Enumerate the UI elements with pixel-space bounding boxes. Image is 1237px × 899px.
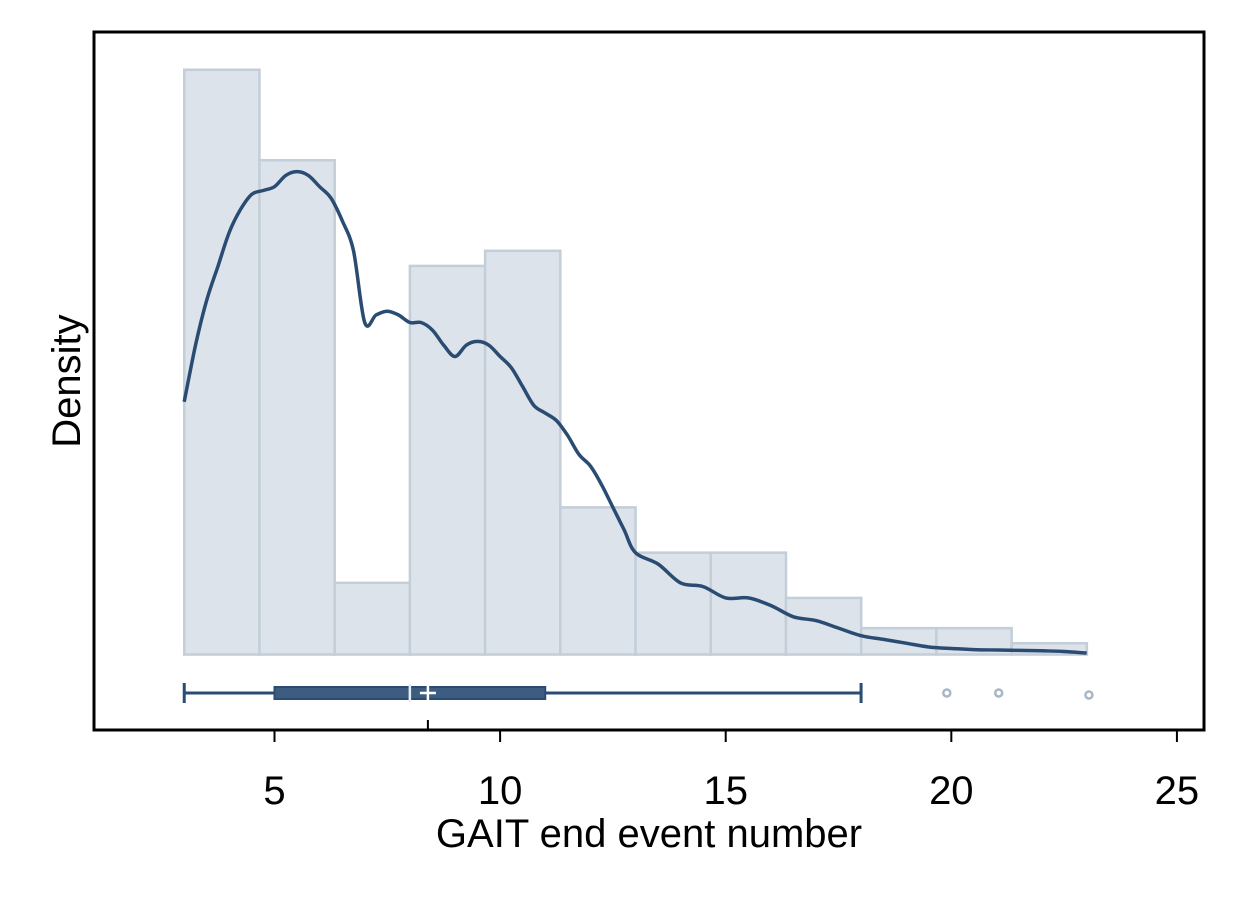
histogram-bar: [634, 551, 713, 656]
density-curve-layer: [182, 169, 1087, 655]
x-axis-title: GAIT end event number: [436, 812, 862, 856]
x-tick-label: 10: [478, 769, 523, 813]
x-axis: 5 10 15 20 25: [263, 720, 1199, 813]
histogram-bar: [559, 506, 637, 656]
histogram-bar: [784, 596, 863, 656]
histogram-bar: [258, 159, 336, 656]
x-tick-label: 20: [929, 769, 974, 813]
histogram-bar: [709, 551, 788, 656]
x-tick-label: 15: [703, 769, 748, 813]
boxplot-outlier: [1084, 690, 1094, 700]
density-curve: [182, 169, 1087, 655]
histogram-bar: [333, 581, 412, 656]
boxplot-outlier: [942, 688, 952, 698]
histogram-bar: [408, 264, 487, 656]
y-axis-title: Density: [45, 314, 89, 447]
x-tick-label: 5: [263, 769, 285, 813]
boxplot-outlier: [993, 688, 1004, 698]
boxplot: [182, 683, 1094, 703]
histogram-bar: [182, 68, 261, 656]
x-tick-label: 25: [1155, 769, 1200, 813]
histogram-bars: [182, 68, 1089, 656]
histogram-bar: [483, 249, 562, 656]
